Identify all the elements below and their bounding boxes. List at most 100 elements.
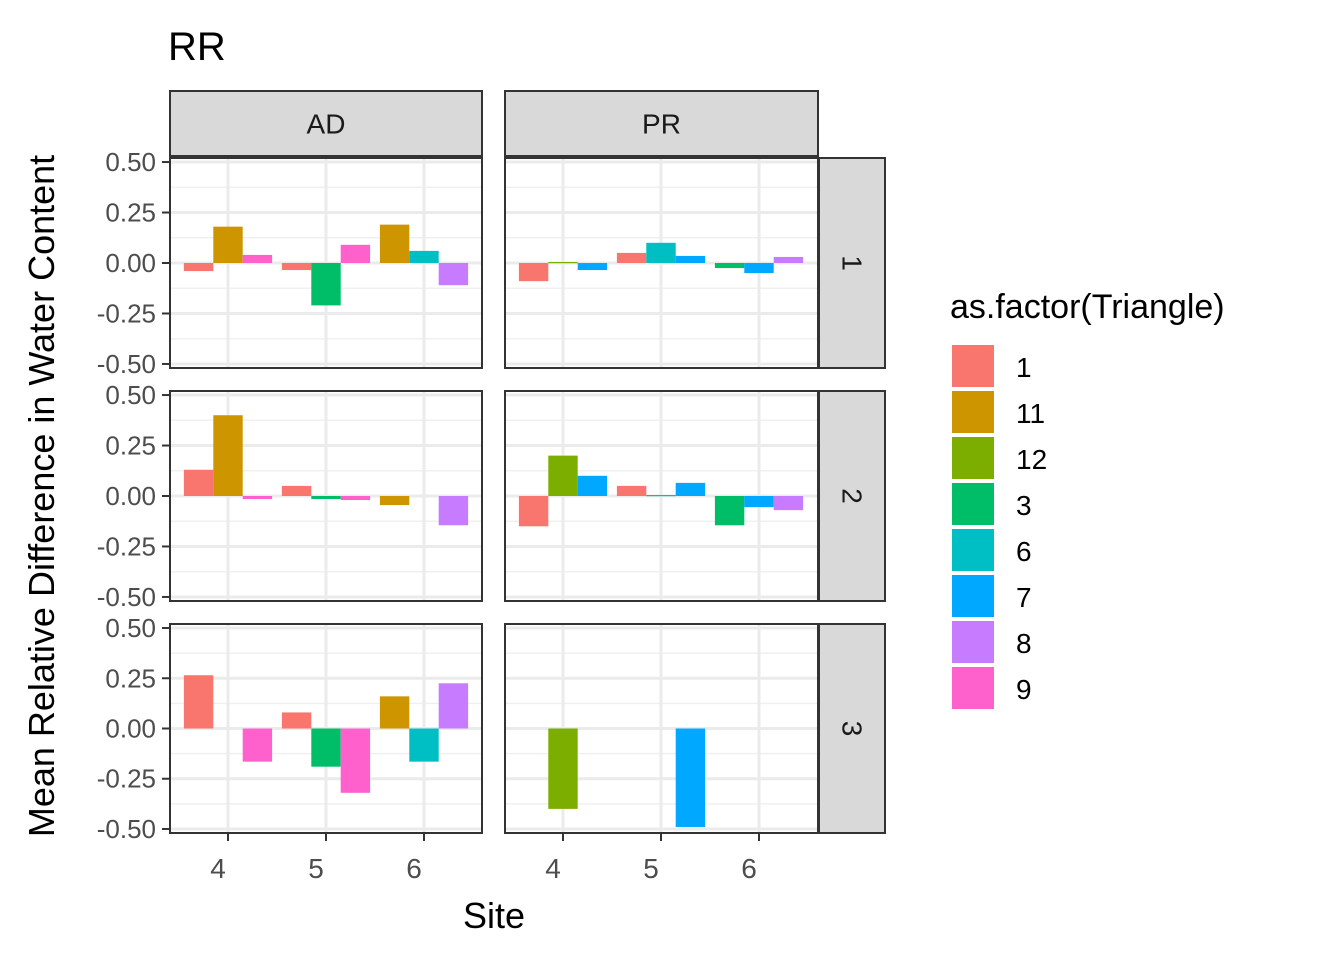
bar-site6-triangle3 bbox=[714, 496, 745, 526]
y-tick-label: -0.25 bbox=[97, 298, 156, 328]
x-tick-label: 6 bbox=[406, 853, 422, 884]
x-tick-label: 5 bbox=[643, 853, 659, 884]
row-strip-2: 2 bbox=[818, 390, 886, 602]
panel-PR-3: 4 5 6 bbox=[504, 623, 819, 884]
bar-site4-triangle12 bbox=[548, 261, 578, 264]
bar-site5-triangle3 bbox=[311, 496, 341, 500]
bar-site5-triangle6 bbox=[646, 242, 676, 263]
legend-item-11: 11 bbox=[952, 391, 1045, 433]
bar-site5-triangle1 bbox=[281, 485, 312, 496]
y-tick-label: 0.00 bbox=[105, 714, 156, 744]
panel-AD-2: 0.50 0.25 0.00 -0.25 -0.50 bbox=[97, 380, 483, 612]
legend-item-7: 7 bbox=[952, 575, 1032, 617]
panel-PR-2 bbox=[504, 390, 819, 602]
legend-label: 8 bbox=[1016, 628, 1032, 659]
panel-PR-1 bbox=[504, 157, 819, 369]
y-tick-label: -0.50 bbox=[97, 814, 156, 844]
bar-site5-triangle1 bbox=[616, 252, 647, 263]
bar-site6-triangle7 bbox=[744, 263, 774, 274]
legend-label: 11 bbox=[1016, 398, 1045, 429]
legend-label: 12 bbox=[1016, 444, 1047, 475]
row-strip-1: 1 bbox=[818, 157, 886, 369]
facet-strip-label: AD bbox=[307, 109, 346, 140]
bar-site6-triangle6 bbox=[409, 250, 439, 263]
facet-strip-bg bbox=[169, 90, 483, 157]
bar-site6-triangle3 bbox=[714, 263, 745, 269]
bar-site6-triangle8 bbox=[438, 683, 469, 729]
bar-site5-triangle1 bbox=[281, 263, 312, 271]
bar-site5-triangle6 bbox=[646, 494, 676, 497]
bar-site4-triangle11 bbox=[213, 226, 243, 263]
y-tick-label: 0.25 bbox=[105, 663, 156, 693]
bar-site6-triangle11 bbox=[379, 224, 410, 263]
bar-site4-triangle1 bbox=[518, 496, 549, 527]
legend-title: as.factor(Triangle) bbox=[950, 288, 1225, 326]
bar-site4-triangle9 bbox=[242, 254, 273, 263]
x-tick-label: 4 bbox=[210, 853, 226, 884]
legend-item-12: 12 bbox=[952, 437, 1047, 479]
legend-label: 1 bbox=[1016, 352, 1032, 383]
legend-item-3: 3 bbox=[952, 483, 1032, 525]
panel-border bbox=[504, 390, 819, 602]
bar-site6-triangle6 bbox=[409, 728, 439, 762]
y-tick-label: -0.50 bbox=[97, 349, 156, 379]
bar-site5-triangle3 bbox=[311, 263, 341, 306]
bar-site6-triangle7 bbox=[744, 496, 774, 508]
bar-site6-triangle11 bbox=[379, 496, 410, 506]
panel-border bbox=[504, 157, 819, 369]
y-tick-label: 0.50 bbox=[105, 613, 156, 643]
y-tick-label: 0.25 bbox=[105, 431, 156, 461]
facet-strip-PR: PR bbox=[504, 90, 819, 157]
bar-site4-triangle1 bbox=[183, 263, 214, 272]
y-axis-title: Mean Relative Difference in Water Conten… bbox=[21, 155, 62, 837]
y-tick-label: 0.50 bbox=[105, 147, 156, 177]
bar-site5-triangle1 bbox=[281, 712, 312, 729]
bar-site4-triangle9 bbox=[242, 728, 273, 762]
bar-site4-triangle7 bbox=[577, 263, 608, 271]
bar-site4-triangle9 bbox=[242, 496, 273, 500]
legend-label: 9 bbox=[1016, 674, 1032, 705]
bar-site5-triangle7 bbox=[675, 255, 706, 263]
y-tick-label: -0.50 bbox=[97, 582, 156, 612]
legend-item-8: 8 bbox=[952, 621, 1032, 663]
legend-swatch bbox=[952, 391, 994, 433]
facet-panels: AD PR1230.500.250.00-0.25-0.500.500.250.0… bbox=[97, 90, 886, 884]
bar-site6-triangle8 bbox=[438, 263, 469, 286]
bar-site5-triangle7 bbox=[675, 482, 706, 496]
legend-swatch bbox=[952, 483, 994, 525]
legend-item-1: 1 bbox=[952, 345, 1032, 387]
bar-site5-triangle3 bbox=[311, 728, 341, 767]
panel-AD-1: 0.50 0.25 0.00 -0.25 -0.50 bbox=[97, 147, 483, 379]
bar-site5-triangle7 bbox=[675, 728, 706, 827]
bar-site4-triangle12 bbox=[548, 728, 578, 809]
bar-site4-triangle12 bbox=[548, 455, 578, 496]
row-strip-label: 1 bbox=[837, 255, 868, 271]
legend-swatch bbox=[952, 437, 994, 479]
y-tick-label: 0.50 bbox=[105, 380, 156, 410]
row-strip-3: 3 bbox=[818, 623, 886, 834]
legend-item-6: 6 bbox=[952, 529, 1032, 571]
facet-strip-bg bbox=[504, 90, 819, 157]
bar-site6-triangle8 bbox=[773, 496, 804, 511]
panel-AD-3: 0.50 0.25 0.00 -0.25 -0.50 4 5 6 bbox=[97, 613, 483, 884]
bar-site6-triangle11 bbox=[379, 696, 410, 729]
row-strip-label: 2 bbox=[837, 488, 868, 504]
row-strip-bg bbox=[818, 390, 886, 602]
row-strip-bg bbox=[818, 623, 886, 834]
chart-title: RR bbox=[168, 25, 226, 69]
y-tick-label: 0.00 bbox=[105, 248, 156, 278]
y-tick-label: 0.00 bbox=[105, 481, 156, 511]
x-axis-title: Site bbox=[463, 895, 525, 936]
bar-site5-triangle9 bbox=[340, 496, 371, 501]
x-tick-label: 6 bbox=[741, 853, 757, 884]
legend-swatch bbox=[952, 345, 994, 387]
legend-swatch bbox=[952, 529, 994, 571]
bar-site6-triangle8 bbox=[773, 256, 804, 263]
y-tick-label: -0.25 bbox=[97, 764, 156, 794]
legend-label: 6 bbox=[1016, 536, 1032, 567]
legend-swatch bbox=[952, 667, 994, 709]
bar-site6-triangle8 bbox=[438, 496, 469, 526]
bar-site4-triangle1 bbox=[183, 675, 214, 729]
